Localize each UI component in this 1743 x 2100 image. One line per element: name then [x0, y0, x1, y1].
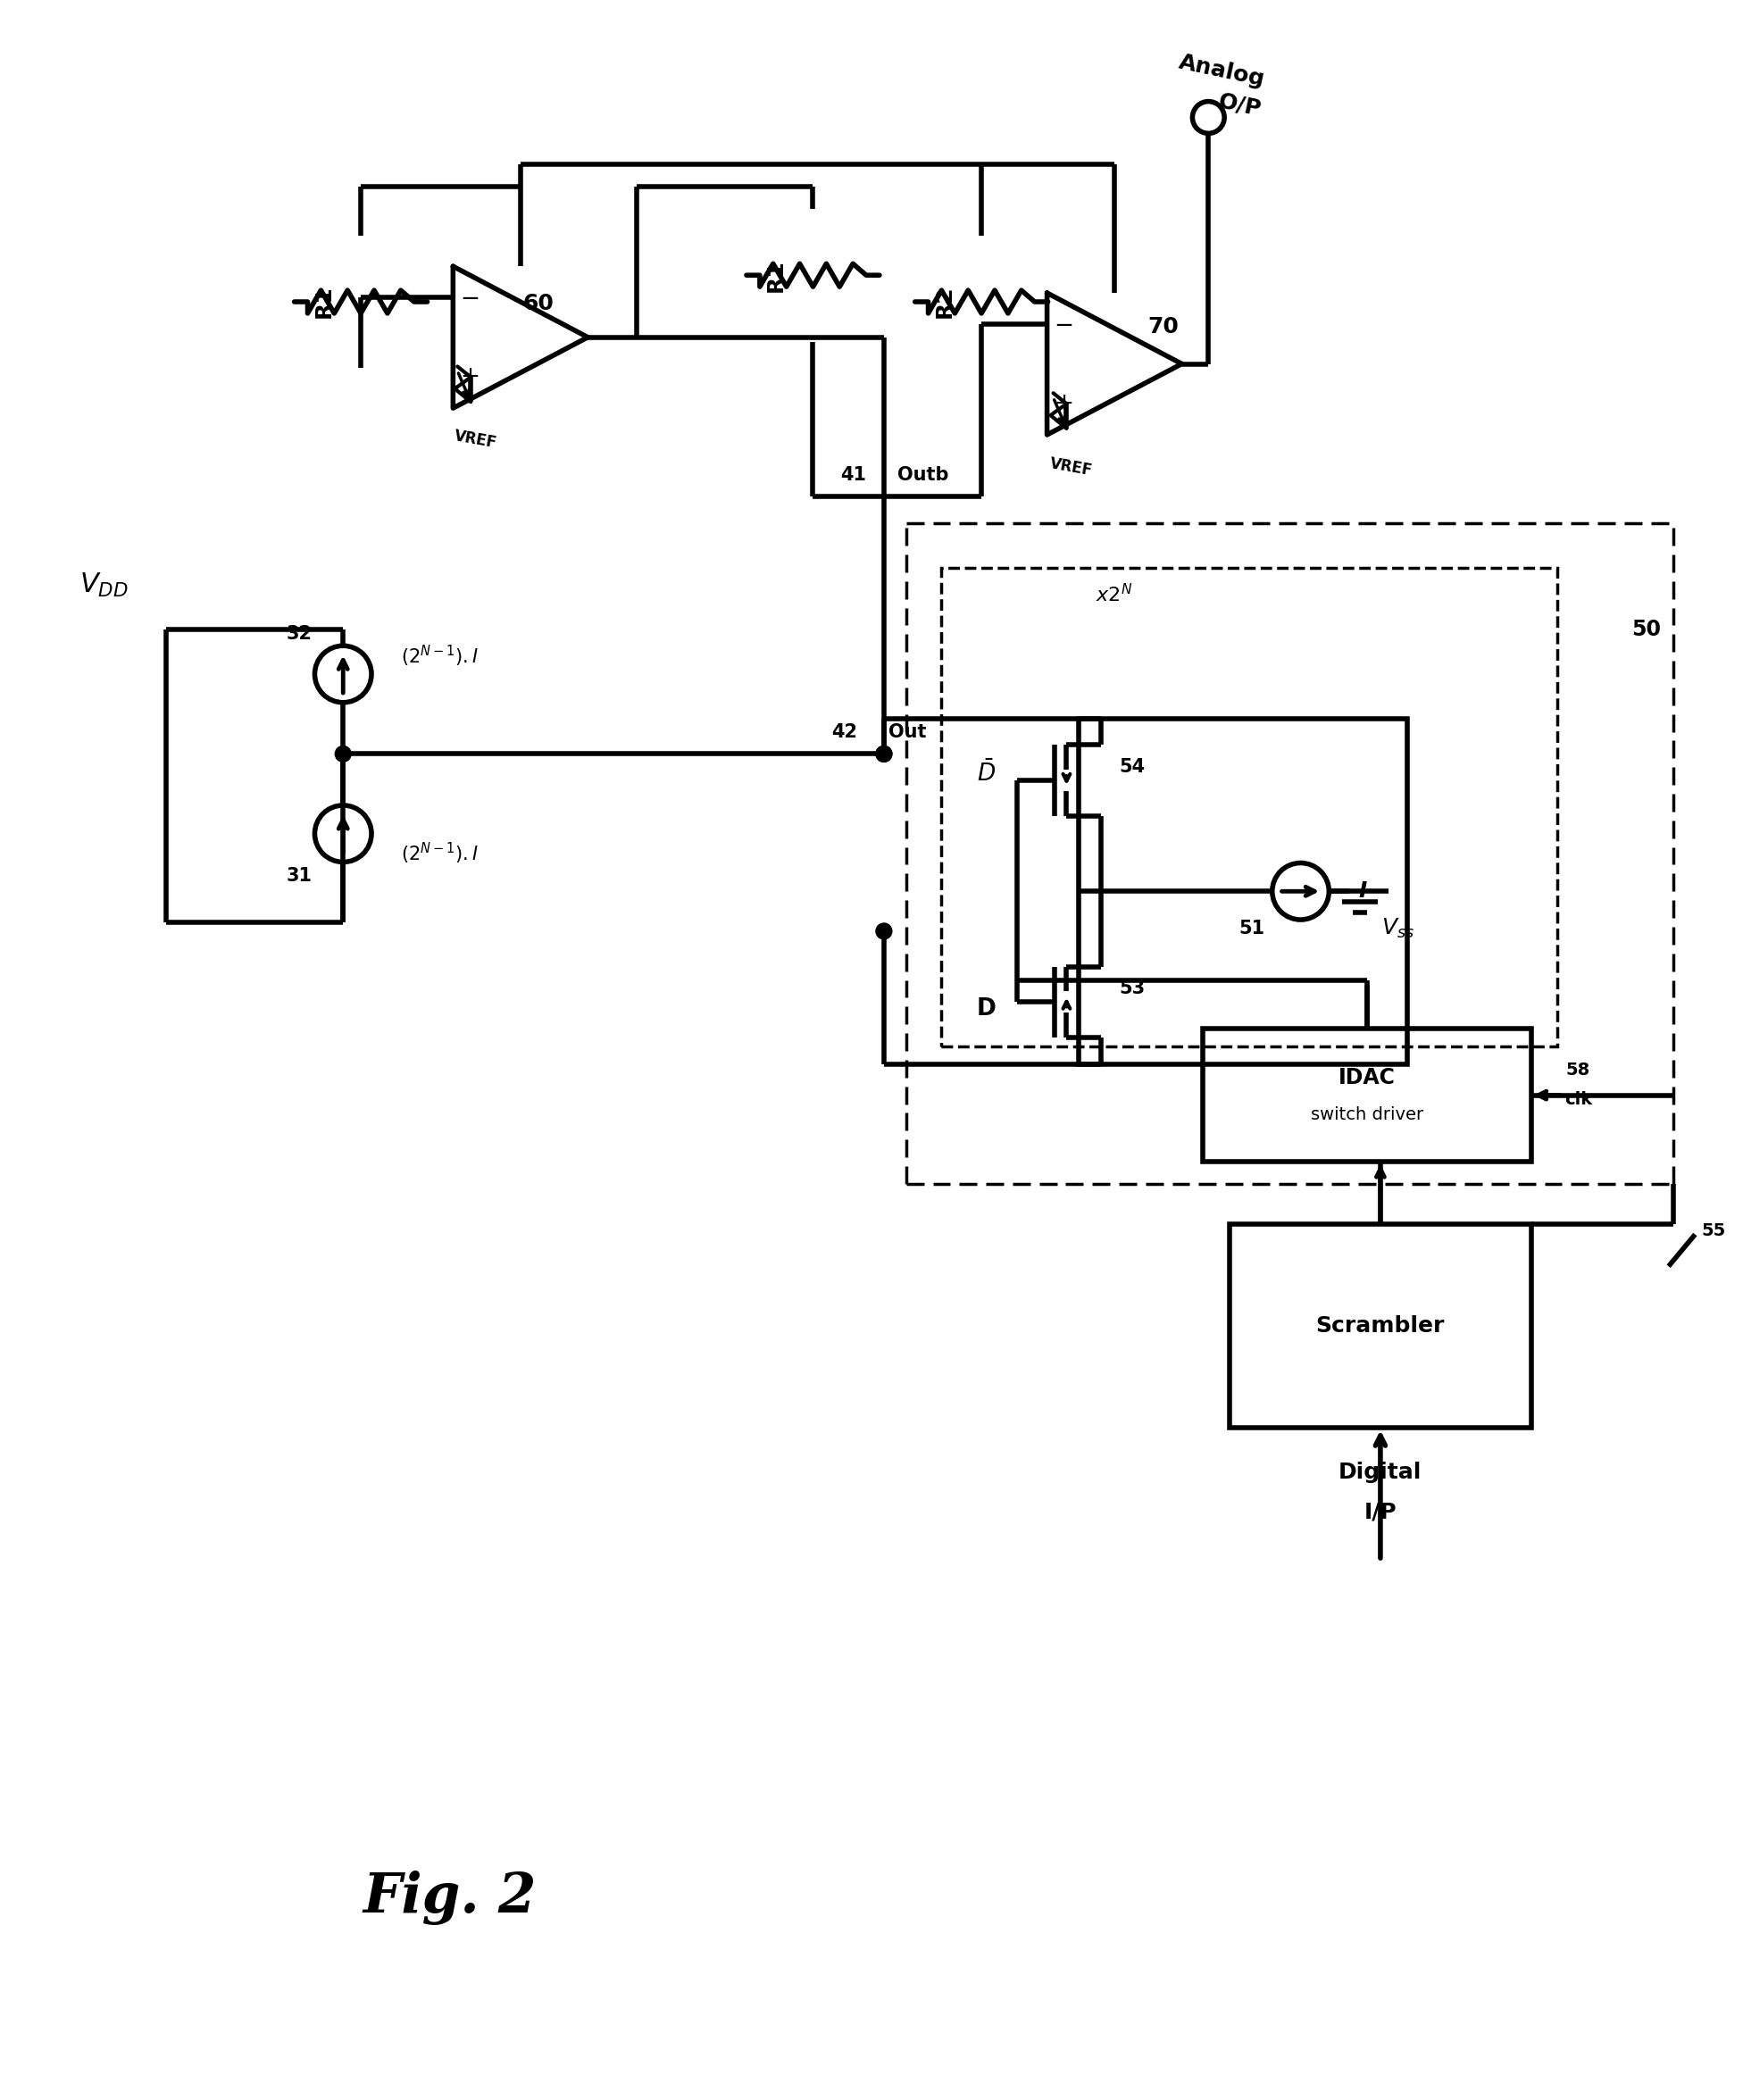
Circle shape	[877, 924, 892, 939]
Text: Analog: Analog	[1177, 53, 1267, 90]
Text: 42: 42	[831, 722, 858, 741]
Text: $-$: $-$	[460, 286, 479, 309]
Text: VREF: VREF	[1048, 456, 1093, 479]
Bar	[1229, 1224, 1530, 1428]
Text: D: D	[976, 998, 995, 1021]
Bar	[1079, 718, 1407, 1065]
Text: R1: R1	[314, 286, 335, 319]
Text: $-$: $-$	[1053, 313, 1072, 336]
Text: 31: 31	[286, 867, 312, 886]
Text: 70: 70	[1147, 315, 1178, 338]
Text: IDAC: IDAC	[1339, 1067, 1396, 1088]
Text: Fig. 2: Fig. 2	[363, 1871, 537, 1926]
Text: 55: 55	[1701, 1222, 1726, 1239]
Text: 41: 41	[840, 466, 866, 483]
Circle shape	[335, 746, 350, 762]
Text: Out: Out	[889, 722, 926, 741]
Text: 53: 53	[1119, 981, 1145, 997]
Text: $(2^{N-1}).I$: $(2^{N-1}).I$	[401, 645, 478, 670]
Text: Scrambler: Scrambler	[1316, 1315, 1445, 1336]
Text: I/P: I/P	[1365, 1502, 1396, 1522]
Circle shape	[877, 746, 892, 762]
Text: $V_{ss}$: $V_{ss}$	[1382, 918, 1415, 941]
Text: 58: 58	[1565, 1063, 1590, 1079]
Text: 50: 50	[1631, 620, 1661, 640]
Text: switch driver: switch driver	[1311, 1107, 1424, 1124]
Text: R1: R1	[765, 258, 786, 292]
Text: 51: 51	[1239, 920, 1265, 937]
Text: 32: 32	[286, 626, 312, 643]
Circle shape	[877, 746, 892, 762]
Text: $\bar{D}$: $\bar{D}$	[976, 760, 995, 788]
Text: R2: R2	[934, 286, 955, 317]
Text: VREF: VREF	[453, 428, 498, 452]
Text: $(2^{N-1}).I$: $(2^{N-1}).I$	[401, 840, 478, 865]
Text: $+$: $+$	[460, 365, 479, 388]
Text: $+$: $+$	[1053, 393, 1072, 416]
Bar	[1203, 1029, 1530, 1161]
Text: $x2^N$: $x2^N$	[1096, 584, 1133, 605]
Text: Digital: Digital	[1339, 1462, 1422, 1483]
Text: Outb: Outb	[898, 466, 948, 483]
Text: clk: clk	[1563, 1092, 1591, 1109]
Text: $V_{DD}$: $V_{DD}$	[78, 571, 129, 598]
Text: 54: 54	[1119, 758, 1145, 777]
Text: O/P: O/P	[1217, 90, 1264, 120]
Text: 60: 60	[523, 292, 554, 315]
Text: I: I	[1358, 880, 1367, 903]
Bar	[941, 567, 1558, 1046]
